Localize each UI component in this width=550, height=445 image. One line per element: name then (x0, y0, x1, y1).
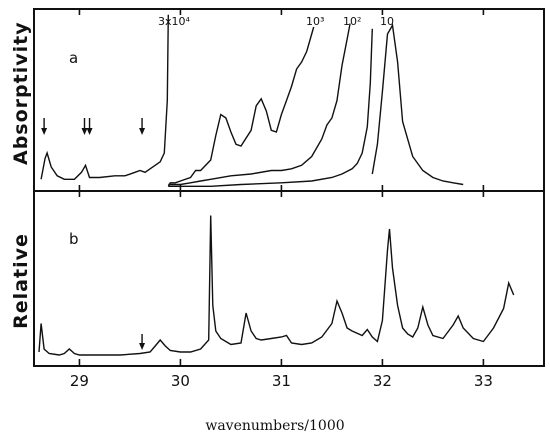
x-tick-label: 30 (171, 372, 190, 390)
annotation-10: 10 (380, 15, 394, 28)
y-axis-label-absorptivity: Absorptivity (10, 21, 32, 165)
arrow-marker (41, 118, 48, 135)
annotation-10e3: 10³ (306, 15, 324, 28)
arrow-marker (81, 118, 88, 135)
panel-a-series-line-4 (371, 23, 464, 186)
panel-label-b: b (69, 230, 79, 248)
panel-a-series (40, 14, 464, 187)
annotation-3x10e4: 3x10⁴ (158, 15, 191, 28)
arrow-marker (139, 118, 146, 135)
x-tick-label: 32 (373, 372, 392, 390)
arrow-marker (86, 118, 93, 135)
x-axis-label: wavenumbers/1000 (205, 418, 345, 434)
x-axis-ticks: 29 30 31 32 33 (70, 9, 493, 390)
plot-frame (33, 8, 545, 367)
panel-label-a: a (69, 49, 78, 67)
x-tick-label: 29 (70, 372, 89, 390)
panel-a-arrows (41, 118, 146, 350)
y-axis-label-relative: Relative (10, 233, 32, 329)
panel-b-series-line (38, 215, 515, 356)
annotation-10e2: 10² (343, 15, 361, 28)
panel-a-series-line-2 (168, 23, 351, 186)
panel-a-series-line-1 (167, 26, 315, 187)
panel-b-series (38, 215, 515, 356)
arrow-marker-b (139, 334, 146, 350)
x-tick-label: 33 (474, 372, 493, 390)
panel-a-series-line-3 (168, 28, 373, 187)
x-tick-label: 31 (272, 372, 291, 390)
panel-a-series-line-0 (40, 14, 169, 180)
